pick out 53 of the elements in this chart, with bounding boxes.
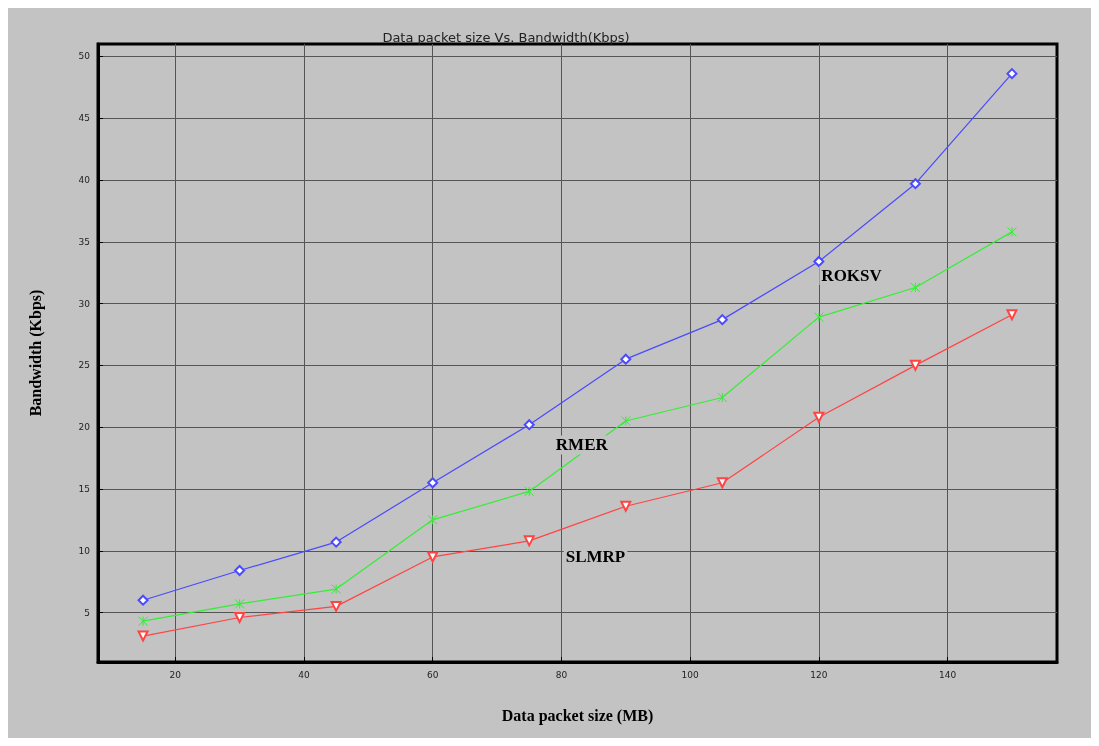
chart-title: Data packet size Vs. Bandwidth(Kbps) bbox=[382, 30, 630, 45]
point bbox=[427, 477, 439, 489]
point bbox=[234, 612, 246, 623]
point bbox=[234, 565, 246, 577]
y-tick-label: 45 bbox=[78, 113, 90, 124]
y-tick-label: 50 bbox=[78, 51, 91, 62]
point bbox=[909, 178, 921, 190]
point bbox=[716, 477, 728, 489]
x-tick-label: 100 bbox=[681, 669, 699, 680]
point bbox=[138, 616, 149, 627]
point bbox=[910, 282, 921, 293]
x-tick-label: 60 bbox=[426, 669, 439, 680]
point bbox=[331, 584, 342, 595]
y-axis-title: Bandwidth (Kbps) bbox=[26, 289, 45, 417]
point bbox=[717, 392, 728, 403]
point bbox=[137, 630, 149, 642]
point bbox=[524, 486, 535, 497]
point bbox=[330, 600, 342, 612]
series-label: SLMRP bbox=[565, 547, 626, 567]
x-tick-label: 120 bbox=[810, 669, 828, 680]
point bbox=[813, 256, 825, 268]
point bbox=[620, 353, 632, 365]
point bbox=[813, 411, 825, 423]
point bbox=[523, 419, 535, 431]
point bbox=[620, 415, 631, 426]
x-tick-label: 40 bbox=[298, 669, 310, 680]
y-tick-label: 30 bbox=[78, 298, 91, 309]
y-tick-label: 5 bbox=[84, 607, 90, 618]
x-tick-label: 80 bbox=[555, 669, 568, 680]
point bbox=[234, 598, 245, 609]
series-label: RMER bbox=[555, 435, 609, 455]
point bbox=[909, 359, 921, 371]
y-tick-label: 15 bbox=[78, 483, 90, 494]
point bbox=[330, 536, 342, 548]
point bbox=[1006, 226, 1017, 237]
point bbox=[137, 594, 149, 606]
x-tick-label: 140 bbox=[938, 669, 957, 680]
x-axis-title: Data packet size (MB) bbox=[501, 706, 654, 725]
series-label: ROKSV bbox=[821, 266, 883, 286]
y-tick-label: 25 bbox=[78, 360, 90, 371]
x-tick-label: 20 bbox=[169, 669, 182, 680]
point bbox=[716, 314, 728, 326]
y-tick-label: 10 bbox=[78, 545, 91, 556]
point bbox=[1006, 68, 1018, 80]
y-tick-label: 20 bbox=[78, 422, 91, 433]
point bbox=[427, 514, 438, 525]
point bbox=[427, 551, 439, 563]
y-tick-label: 35 bbox=[78, 236, 90, 247]
point bbox=[813, 312, 824, 323]
point bbox=[1006, 309, 1018, 321]
point bbox=[523, 535, 535, 547]
point bbox=[620, 500, 632, 512]
y-tick-label: 40 bbox=[78, 174, 91, 185]
